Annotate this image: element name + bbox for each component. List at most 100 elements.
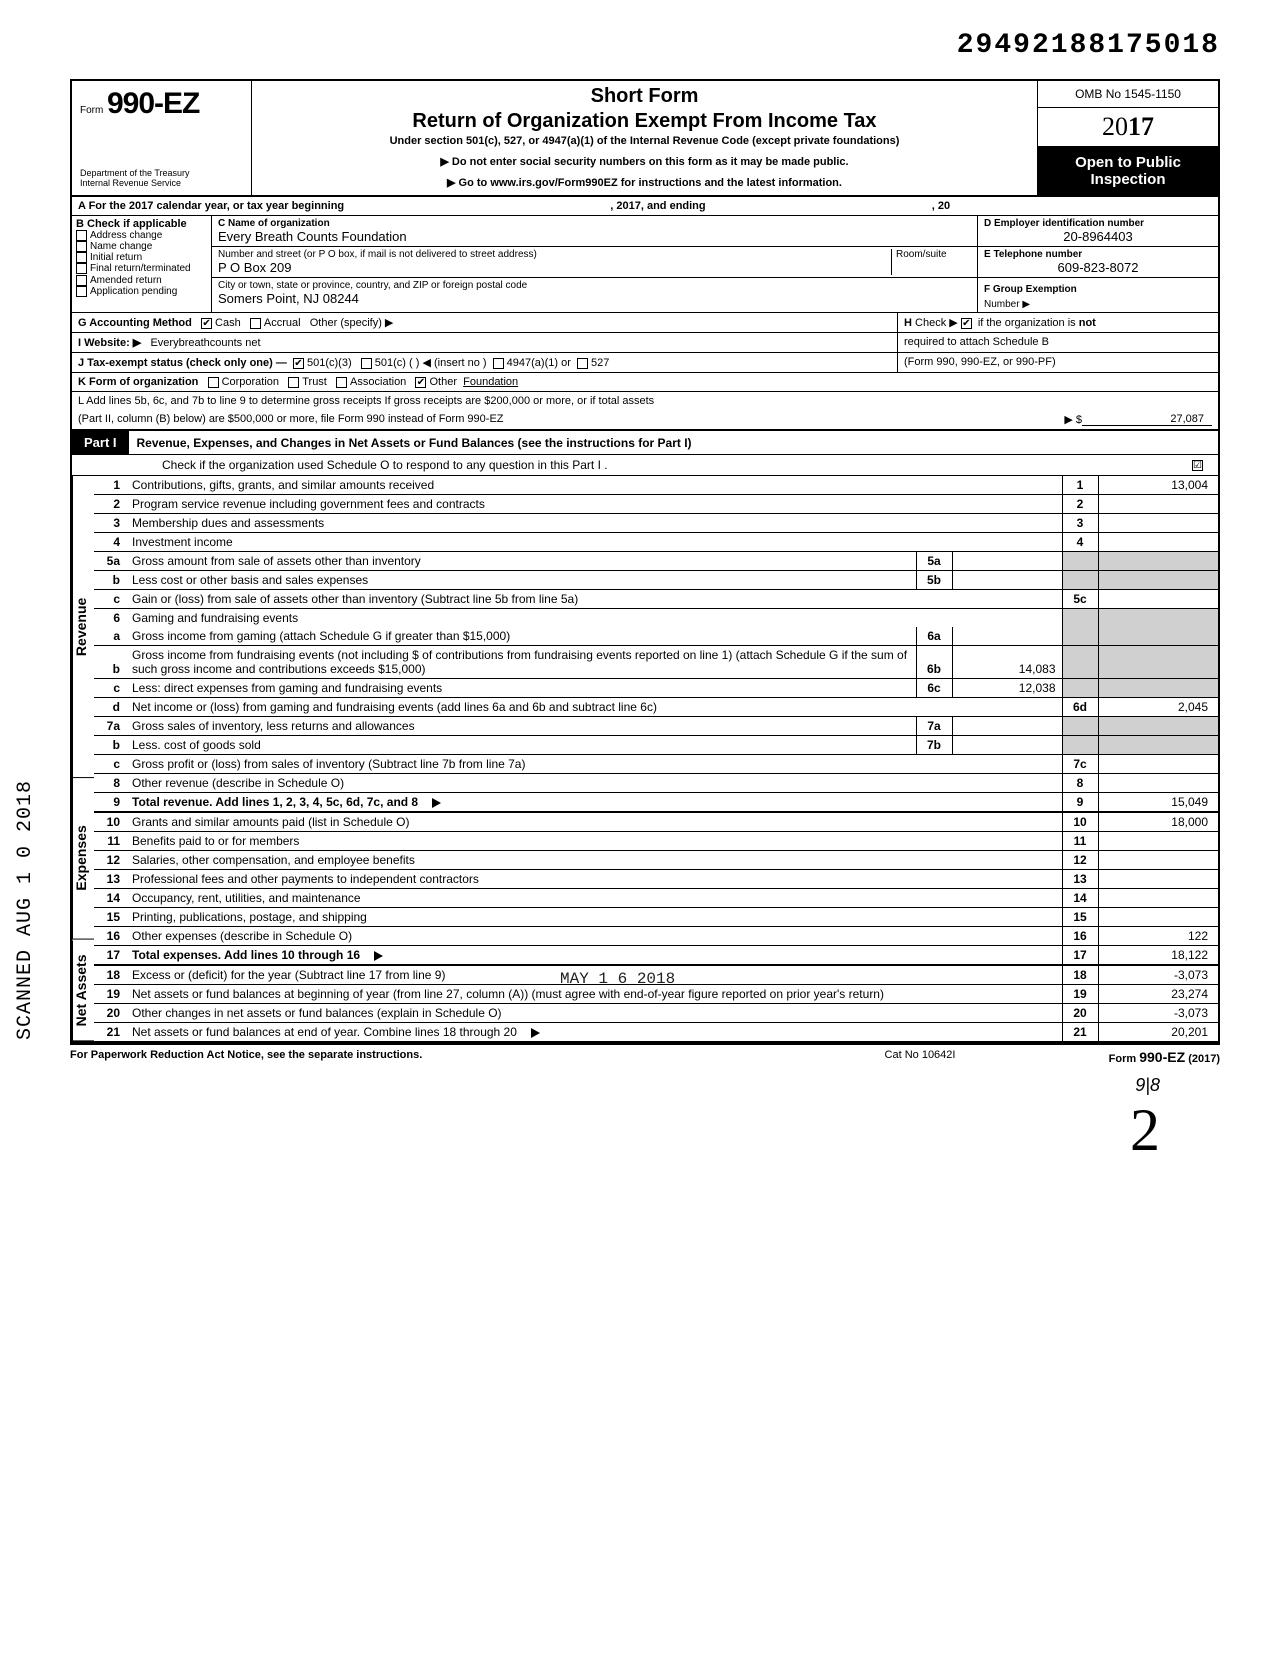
line-9-desc: Total revenue. Add lines 1, 2, 3, 4, 5c,… xyxy=(128,793,1062,813)
irs-label2: Internal Revenue Service xyxy=(80,179,243,189)
chk-application-pending[interactable] xyxy=(76,286,87,297)
line-k: K Form of organization Corporation Trust… xyxy=(72,373,1218,392)
room-label: Room/suite xyxy=(896,249,971,260)
line-7c-val xyxy=(1098,755,1218,774)
phone-value: 609-823-8072 xyxy=(984,260,1212,275)
gross-receipts: 27,087 xyxy=(1082,413,1212,426)
line-8-val xyxy=(1098,774,1218,793)
sched-o-check-row: Check if the organization used Schedule … xyxy=(72,455,1218,476)
line-5b-desc: Less cost or other basis and sales expen… xyxy=(128,571,916,590)
ssn-note: ▶ Do not enter social security numbers o… xyxy=(262,155,1027,168)
line-14-desc: Occupancy, rent, utilities, and maintena… xyxy=(128,889,1062,908)
chk-other[interactable]: ✔ xyxy=(415,377,426,388)
line-6c-val: 12,038 xyxy=(952,679,1062,698)
line-i: I Website: ▶ Everybreathcounts net xyxy=(72,333,898,352)
received-stamp: MAY 1 6 2018 xyxy=(560,970,675,988)
omb-number: OMB No 1545-1150 xyxy=(1038,81,1218,108)
line-3-desc: Membership dues and assessments xyxy=(128,514,1062,533)
chk-sched-o[interactable]: ☑ xyxy=(1192,460,1203,471)
chk-assoc[interactable] xyxy=(336,377,347,388)
line-2-desc: Program service revenue including govern… xyxy=(128,495,1062,514)
line-7b-desc: Less. cost of goods sold xyxy=(128,736,916,755)
form-number: 990-EZ xyxy=(107,87,199,120)
chk-address-change[interactable] xyxy=(76,230,87,241)
chk-accrual[interactable] xyxy=(250,318,261,329)
line-14-val xyxy=(1098,889,1218,908)
scanned-stamp: SCANNED AUG 1 0 2018 xyxy=(14,780,37,1040)
chk-501c3[interactable]: ✔ xyxy=(293,358,304,369)
org-name: Every Breath Counts Foundation xyxy=(218,229,971,244)
line-5b-val xyxy=(952,571,1062,590)
line-10-val: 18,000 xyxy=(1098,812,1218,832)
line-21-val: 20,201 xyxy=(1098,1023,1218,1042)
line-h2: required to attach Schedule B xyxy=(898,333,1218,352)
line-l-1: L Add lines 5b, 6c, and 7b to line 9 to … xyxy=(72,392,1218,410)
line-6a-val xyxy=(952,627,1062,646)
line-h3: (Form 990, 990-EZ, or 990-PF) xyxy=(898,353,1218,372)
handwritten-mark: 9|8 2 xyxy=(70,1075,1220,1165)
line-13-desc: Professional fees and other payments to … xyxy=(128,870,1062,889)
return-title: Return of Organization Exempt From Incom… xyxy=(262,110,1027,133)
line-20-desc: Other changes in net assets or fund bala… xyxy=(128,1004,1062,1023)
line-6c-desc: Less: direct expenses from gaming and fu… xyxy=(128,679,916,698)
expenses-label: Expenses xyxy=(72,778,94,940)
line-5a-desc: Gross amount from sale of assets other t… xyxy=(128,552,916,571)
line-j: J Tax-exempt status (check only one) — ✔… xyxy=(72,353,898,372)
chk-name-change[interactable] xyxy=(76,241,87,252)
chk-amended[interactable] xyxy=(76,275,87,286)
paperwork-notice: For Paperwork Reduction Act Notice, see … xyxy=(70,1049,820,1065)
part-1-header: Part I Revenue, Expenses, and Changes in… xyxy=(72,429,1218,455)
line-13-val xyxy=(1098,870,1218,889)
form-version: Form 990-EZ (2017) xyxy=(1020,1049,1220,1065)
line-6b-desc: Gross income from fundraising events (no… xyxy=(128,646,916,679)
section-def: D Employer identification number 20-8964… xyxy=(978,216,1218,312)
form-header: Form 990-EZ Department of the Treasury I… xyxy=(70,79,1220,197)
line-2-val xyxy=(1098,495,1218,514)
tax-year: 2017 xyxy=(1038,108,1218,147)
chk-sched-b[interactable]: ✔ xyxy=(961,318,972,329)
ein-value: 20-8964403 xyxy=(984,229,1212,244)
line-19-val: 23,274 xyxy=(1098,985,1218,1004)
chk-final-return[interactable] xyxy=(76,263,87,274)
return-subtitle: Under section 501(c), 527, or 4947(a)(1)… xyxy=(262,135,1027,147)
line-5a-val xyxy=(952,552,1062,571)
chk-4947[interactable] xyxy=(493,358,504,369)
line-1-desc: Contributions, gifts, grants, and simila… xyxy=(128,476,1062,495)
identity-block: B Check if applicable Address change Nam… xyxy=(72,216,1218,313)
chk-initial-return[interactable] xyxy=(76,252,87,263)
chk-trust[interactable] xyxy=(288,377,299,388)
netassets-label: Net Assets xyxy=(72,940,94,1041)
line-12-val xyxy=(1098,851,1218,870)
line-7a-desc: Gross sales of inventory, less returns a… xyxy=(128,717,916,736)
chk-527[interactable] xyxy=(577,358,588,369)
open-to-public: Open to Public Inspection xyxy=(1038,147,1218,195)
website-value: Everybreathcounts net xyxy=(150,337,260,349)
line-17-desc: Total expenses. Add lines 10 through 16 xyxy=(128,946,1062,966)
document-id-number: 29492188175018 xyxy=(70,30,1220,61)
line-7b-val xyxy=(952,736,1062,755)
line-21-desc: Net assets or fund balances at end of ye… xyxy=(128,1023,1062,1042)
arrow-icon xyxy=(432,798,441,808)
form-label: Form xyxy=(80,105,103,116)
cat-number: Cat No 10642I xyxy=(820,1049,1020,1065)
line-18-val: -3,073 xyxy=(1098,965,1218,985)
line-9-val: 15,049 xyxy=(1098,793,1218,813)
line-g: G Accounting Method ✔Cash Accrual Other … xyxy=(72,313,898,332)
short-form-title: Short Form xyxy=(262,85,1027,108)
line-16-desc: Other expenses (describe in Schedule O) xyxy=(128,927,1062,946)
name-label: C Name of organization xyxy=(218,218,971,229)
part-1-label: Part I xyxy=(72,431,129,454)
line-11-desc: Benefits paid to or for members xyxy=(128,832,1062,851)
line-4-desc: Investment income xyxy=(128,533,1062,552)
line-1-val: 13,004 xyxy=(1098,476,1218,495)
chk-cash[interactable]: ✔ xyxy=(201,318,212,329)
line-5c-desc: Gain or (loss) from sale of assets other… xyxy=(128,590,1062,609)
part-1-title: Revenue, Expenses, and Changes in Net As… xyxy=(129,432,1218,454)
group-exempt-number: Number ▶ xyxy=(984,299,1030,310)
line-3-val xyxy=(1098,514,1218,533)
line-7a-val xyxy=(952,717,1062,736)
line-4-val xyxy=(1098,533,1218,552)
org-address: P O Box 209 xyxy=(218,260,891,275)
chk-501c[interactable] xyxy=(361,358,372,369)
chk-corp[interactable] xyxy=(208,377,219,388)
